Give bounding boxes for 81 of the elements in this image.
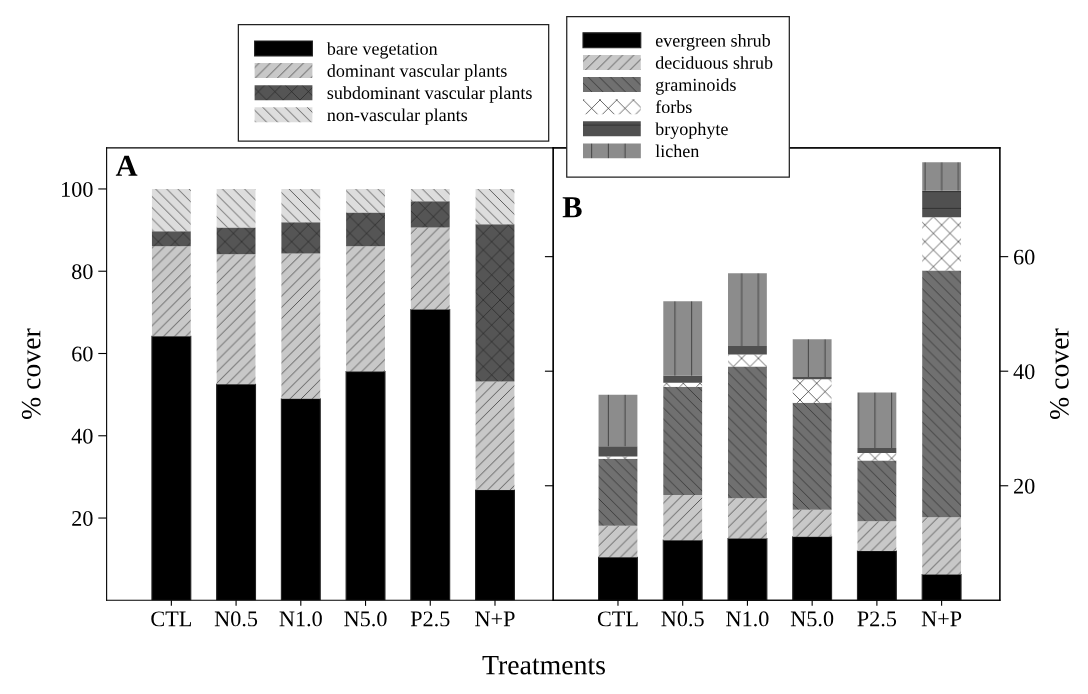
bar — [410, 201, 450, 228]
bar — [663, 301, 703, 376]
y2-tick-label: 40 — [1013, 364, 1035, 380]
bar — [857, 392, 897, 448]
bar — [346, 246, 385, 372]
bar — [922, 270, 962, 518]
bar — [922, 517, 962, 575]
bar — [216, 227, 256, 255]
legend-label: bare vegetation — [326, 42, 438, 59]
bar — [728, 366, 767, 499]
y-tick-label: 60 — [72, 346, 93, 362]
legend-label: non-vascular plants — [327, 108, 468, 125]
bar — [598, 446, 638, 457]
legend-label: deciduous shrub — [655, 56, 773, 69]
bar — [922, 190, 962, 218]
bar — [598, 525, 638, 558]
legend-label: graminoids — [655, 78, 736, 95]
bar — [410, 188, 450, 202]
bar — [792, 402, 832, 510]
bar — [410, 227, 450, 310]
bar — [792, 509, 832, 537]
bar — [922, 162, 962, 191]
bar — [663, 382, 703, 387]
text: B — [562, 197, 582, 218]
y-tick-label: 20 — [72, 510, 93, 526]
legend-label: subdominant vascular plants — [327, 86, 532, 103]
x-tick-label: N1.0 — [279, 611, 322, 627]
bar — [151, 231, 191, 247]
bar — [857, 447, 897, 454]
x-tick-label: N1.0 — [726, 611, 769, 627]
x-tick-label: N+P — [921, 611, 962, 627]
bar — [792, 379, 832, 403]
bar — [728, 354, 767, 367]
bar — [475, 188, 515, 225]
bar — [216, 188, 256, 228]
legend-label: bryophyte — [655, 122, 728, 139]
bar — [663, 375, 703, 383]
bar — [857, 460, 897, 522]
y-tick-label: 40 — [71, 428, 93, 444]
bar — [598, 394, 638, 447]
y2-tick-label: 20 — [1014, 478, 1035, 494]
x-tick-label: P2.5 — [857, 611, 897, 627]
chart-title: A — [115, 155, 138, 176]
y2-axis-title: % cover — [1049, 328, 1069, 419]
bar — [922, 217, 962, 271]
x-tick-label: P2.5 — [410, 611, 450, 627]
bar — [663, 494, 703, 541]
bar — [281, 253, 321, 399]
bar — [151, 246, 191, 337]
x-tick-label: CTL — [597, 611, 638, 627]
bar — [728, 498, 767, 539]
bar — [857, 453, 897, 461]
bar — [281, 222, 321, 254]
legend-label: dominant vascular plants — [327, 64, 507, 81]
y-tick-label: 80 — [72, 264, 93, 280]
bar — [475, 381, 515, 491]
bar — [598, 458, 638, 526]
x-tick-label: CTL — [151, 611, 191, 627]
bar — [792, 339, 832, 377]
bar — [346, 188, 385, 213]
x-tick-label: N5.0 — [344, 611, 387, 627]
bar — [857, 521, 897, 552]
bar — [216, 254, 256, 385]
x-tick-label: N+P — [475, 611, 515, 627]
y-tick-label: 100 — [62, 181, 93, 197]
x-tick-label: N5.0 — [790, 611, 834, 627]
y2-tick-label: 60 — [1014, 249, 1035, 265]
y-axis-title: % cover — [21, 328, 41, 419]
bar — [475, 224, 515, 382]
bar — [151, 188, 191, 232]
bar — [728, 346, 767, 355]
bar — [728, 273, 767, 346]
bar — [281, 188, 321, 223]
legend-label: forbs — [655, 100, 692, 114]
x-tick-label: N0.5 — [214, 611, 258, 627]
bar — [346, 212, 385, 247]
x-axis-title: Treatments — [482, 656, 605, 675]
legend-label: lichen — [655, 144, 700, 158]
bar — [663, 386, 703, 495]
x-tick-label: N0.5 — [661, 611, 704, 627]
legend-label: evergreen shrub — [655, 34, 771, 51]
